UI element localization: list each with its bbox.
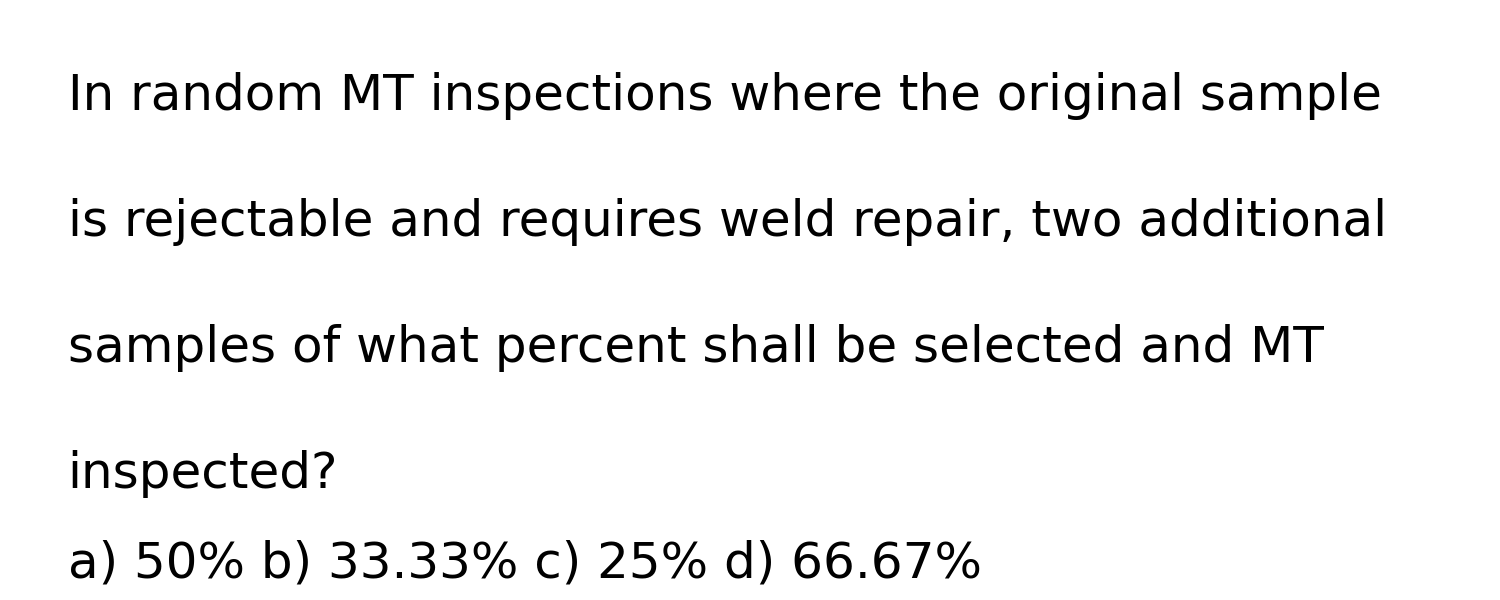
Text: is rejectable and requires weld repair, two additional: is rejectable and requires weld repair, … [68, 198, 1386, 246]
Text: In random MT inspections where the original sample: In random MT inspections where the origi… [68, 72, 1382, 120]
Text: samples of what percent shall be selected and MT: samples of what percent shall be selecte… [68, 324, 1323, 372]
Text: a) 50% b) 33.33% c) 25% d) 66.67%: a) 50% b) 33.33% c) 25% d) 66.67% [68, 540, 981, 588]
Text: inspected?: inspected? [68, 450, 338, 498]
